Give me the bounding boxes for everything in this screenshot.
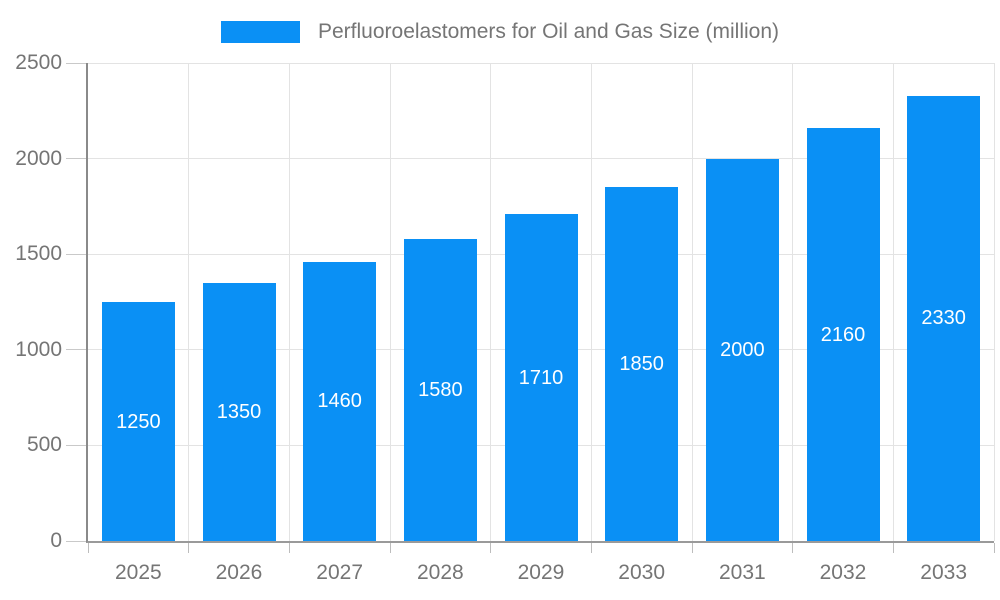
bar[interactable]: 1350 [202, 282, 276, 541]
x-axis-tick [188, 543, 190, 553]
x-axis-tick [691, 543, 693, 553]
x-axis-label: 2029 [517, 561, 565, 584]
y-axis-label: 1000 [15, 337, 62, 361]
y-axis-label: 2000 [15, 146, 62, 170]
gridline-vertical [288, 63, 290, 541]
gridline-horizontal [88, 62, 994, 64]
gridline-vertical [691, 63, 693, 541]
gridline-horizontal [88, 158, 994, 160]
x-axis-tick [87, 543, 89, 553]
bar[interactable]: 2330 [907, 95, 981, 541]
x-axis-tick [288, 543, 290, 553]
gridline-vertical [792, 63, 794, 541]
chart-title: Perfluoroelastomers for Oil and Gas Size… [318, 20, 779, 43]
legend[interactable]: Perfluoroelastomers for Oil and Gas Size… [0, 20, 1000, 44]
y-axis-tick [66, 62, 86, 64]
bar-value-label: 1460 [317, 390, 362, 413]
y-axis-tick [66, 158, 86, 160]
y-axis-label: 500 [26, 433, 62, 457]
bar-value-label: 2160 [820, 323, 866, 346]
legend-swatch [221, 21, 300, 43]
bar[interactable]: 1250 [101, 302, 175, 541]
x-axis-tick [590, 543, 592, 553]
gridline-vertical [892, 63, 894, 541]
bar[interactable]: 2160 [806, 128, 880, 541]
gridline-vertical [993, 63, 995, 541]
x-axis-label: 2030 [618, 561, 666, 584]
plot-area: 0 500 1000 1500 2000 2500 1250 2025 1350 2026 1460… [15, 51, 995, 584]
x-axis-tick [389, 543, 391, 553]
bar[interactable]: 2000 [705, 158, 779, 541]
y-axis-tick [66, 349, 86, 351]
y-axis-tick [66, 444, 86, 446]
x-axis-label: 2031 [718, 561, 766, 584]
bar-value-label: 2330 [921, 307, 966, 330]
bar-value-label: 1850 [619, 353, 664, 376]
y-axis-label: 2500 [15, 51, 62, 74]
x-axis-tick [792, 543, 794, 553]
y-axis-label: 1500 [15, 242, 62, 266]
gridline-vertical [389, 63, 391, 541]
y-axis-tick [66, 540, 86, 542]
x-axis-label: 2027 [316, 561, 364, 584]
x-axis-label: 2028 [416, 561, 464, 584]
bar[interactable]: 1850 [605, 187, 679, 541]
y-axis-tick [66, 253, 86, 255]
gridline-vertical [188, 63, 190, 541]
x-axis-label: 2025 [114, 561, 162, 584]
gridline-vertical [590, 63, 592, 541]
bar-value-label: 1350 [216, 400, 262, 423]
bar[interactable]: 1580 [403, 238, 477, 541]
x-axis-tick [993, 543, 995, 553]
x-axis-label: 2026 [215, 561, 263, 584]
gridline-vertical [490, 63, 492, 541]
x-axis-tick [892, 543, 894, 553]
bar-value-label: 1710 [518, 366, 564, 389]
x-axis-label: 2033 [920, 561, 968, 584]
bar[interactable]: 1460 [303, 261, 377, 541]
bar[interactable]: 1710 [504, 214, 578, 541]
bar-value-label: 1580 [418, 378, 463, 401]
x-axis-label: 2032 [819, 561, 867, 584]
y-axis-label: 0 [50, 529, 62, 552]
bar-value-label: 2000 [720, 338, 765, 361]
x-axis-tick [490, 543, 492, 553]
bar-value-label: 1250 [116, 410, 161, 433]
